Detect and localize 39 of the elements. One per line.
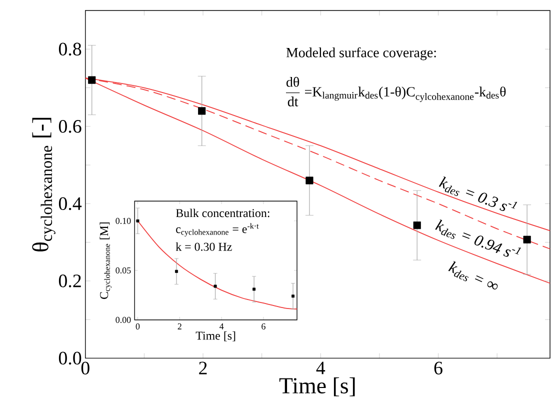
y-tick-label: 0.6 xyxy=(58,120,82,133)
x-tick-label: 0 xyxy=(81,362,90,374)
y-tick-label: 0.05 xyxy=(116,267,131,274)
point xyxy=(252,288,256,291)
annotation: k = 0.30 Hz xyxy=(176,242,232,251)
y-tick-label: 0.4 xyxy=(58,197,82,210)
x-tick-label: 4 xyxy=(316,362,326,374)
point xyxy=(136,219,140,222)
y-tick-label: 0.2 xyxy=(58,274,81,288)
y-tick-label: 0.8 xyxy=(58,42,82,56)
point xyxy=(523,236,531,244)
point xyxy=(175,270,178,273)
line-series xyxy=(137,220,298,310)
point xyxy=(214,284,217,288)
y-tick-label: 0.0 xyxy=(58,352,82,365)
annotation: $\text{c}_{\text{cyclohexanone}}\text{ = e}^{\text{-k·t}}$ xyxy=(176,223,259,236)
x-tick-label: 0 xyxy=(136,323,140,330)
x-tick-label: 2 xyxy=(199,362,207,374)
point xyxy=(88,76,96,84)
point xyxy=(292,294,295,298)
x-axis-title: Time [s] xyxy=(279,377,355,396)
point xyxy=(198,107,206,115)
point xyxy=(306,176,314,184)
y-tick-label: 0.00 xyxy=(116,316,131,323)
annotation: Bulk concentration: xyxy=(176,208,270,218)
x-tick-label: 2 xyxy=(178,323,182,330)
point xyxy=(413,222,421,230)
y-axis-title: $\text{C}_{\text{cyclohexanone}}\text{ [M]}$ xyxy=(100,222,112,299)
y-axis-title: $\text{θ}_{\text{cyclohexanone}}\text{ [-]}$ xyxy=(32,118,56,252)
x-tick-label: 4 xyxy=(219,323,224,330)
annotation: $\frac{\text{dθ}}{\text{dt}}\text{ =K}_{\text{langmuir}}\text{k}_{\text{des}}\text{(1-θ)C}_{\text{cylcohexanone}}\text{-k}_{\text{des}}\text{θ}$ xyxy=(286,76,506,106)
text: k$_{des}$ = 0.3 s$^{-1}$ xyxy=(438,176,518,211)
text: k$_{des}$ = ∞ xyxy=(448,261,498,290)
x-axis-title: Time [s] xyxy=(196,331,236,342)
text: k$_{des}$ = 0.94 s$^{-1}$ xyxy=(435,219,521,257)
x-tick-label: 6 xyxy=(262,323,266,330)
annotation: Modeled surface coverage: xyxy=(286,47,436,60)
y-tick-label: 0.10 xyxy=(116,218,131,224)
x-tick-label: 6 xyxy=(434,362,442,374)
